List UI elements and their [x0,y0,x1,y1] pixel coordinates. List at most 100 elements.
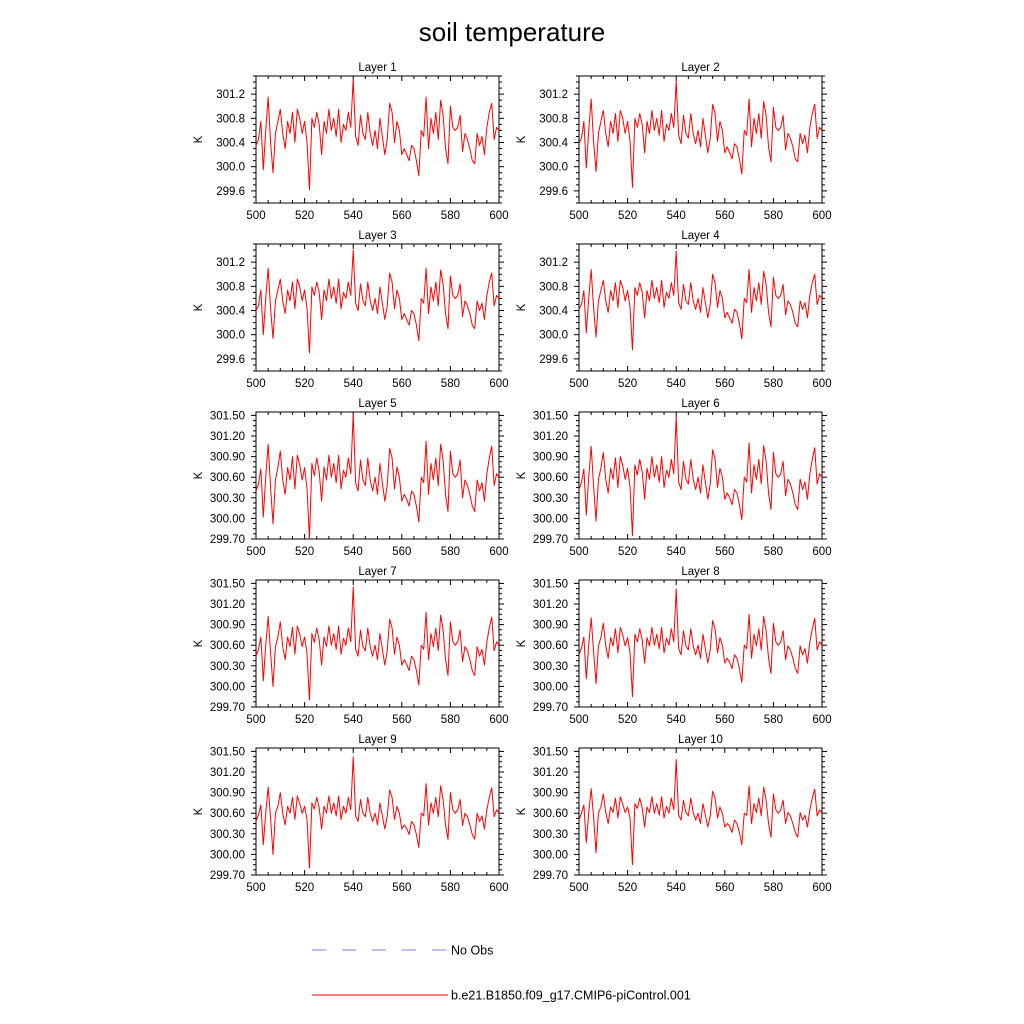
y-tick-label: 300.90 [533,452,568,464]
x-tick-label: 520 [618,210,637,222]
y-axis-label: K [193,135,205,143]
panel-title: Layer 10 [678,734,723,746]
y-tick-label: 301.50 [210,410,245,422]
y-tick-label: 300.00 [533,513,568,525]
y-axis-label: K [193,471,205,479]
y-tick-label: 299.70 [210,534,245,546]
series-line [578,80,823,188]
y-axis-label: K [516,471,528,479]
y-tick-label: 301.50 [533,578,568,590]
x-tick-label: 500 [569,714,588,726]
y-tick-label: 300.00 [210,681,245,693]
x-tick-label: 580 [441,378,460,390]
x-tick-label: 580 [441,210,460,222]
y-tick-label: 300.90 [210,788,245,800]
y-tick-label: 300.30 [210,829,245,841]
y-tick-label: 301.20 [533,599,568,611]
x-tick-label: 560 [392,378,411,390]
y-tick-label: 300.90 [210,620,245,632]
y-tick-label: 300.00 [210,849,245,861]
x-tick-label: 580 [764,882,783,894]
y-axis-label: K [516,135,528,143]
y-tick-label: 301.20 [210,599,245,611]
x-tick-label: 500 [569,378,588,390]
y-tick-label: 301.50 [533,746,568,758]
panel-title: Layer 6 [681,398,719,410]
x-tick-label: 560 [715,882,734,894]
y-tick-label: 299.70 [533,534,568,546]
series-line [578,416,823,537]
plot-frame [578,579,823,708]
y-tick-label: 300.4 [539,138,568,150]
x-tick-label: 600 [489,546,508,558]
y-axis-label: K [193,807,205,815]
x-tick-label: 540 [667,210,686,222]
y-tick-label: 300.0 [539,330,568,342]
y-tick-label: 300.00 [533,681,568,693]
panel-layer-3: Layer 3 K 500 520 540 560 580 600 299.6 300.0 300.… [193,230,509,390]
y-tick-label: 300.8 [216,281,245,293]
x-tick-label: 600 [812,378,831,390]
y-tick-label: 300.30 [533,661,568,673]
y-tick-label: 299.6 [216,354,245,366]
x-tick-label: 540 [344,378,363,390]
x-tick-label: 520 [618,378,637,390]
x-tick-label: 520 [618,714,637,726]
plot-frame [255,75,500,204]
x-tick-label: 520 [618,882,637,894]
x-tick-label: 520 [295,210,314,222]
panel-layer-6: Layer 6 K 500 520 540 560 580 600 299.70 300.00 30… [516,398,832,558]
legend: No Obs b.e21.B1850.f09_g17.CMIP6-piContr… [312,944,691,1003]
series-line [255,586,500,701]
legend-model-label: b.e21.B1850.f09_g17.CMIP6-piControl.001 [451,989,691,1003]
panel-layer-10: Layer 10 K 500 520 540 560 580 600 299.70 300.00 3… [516,734,832,894]
y-tick-label: 300.60 [533,640,568,652]
y-tick-label: 300.4 [216,138,245,150]
legend-no-obs-label: No Obs [451,944,493,958]
x-tick-label: 520 [295,546,314,558]
panel-title: Layer 4 [681,230,720,242]
x-tick-label: 560 [715,714,734,726]
y-tick-label: 300.60 [533,808,568,820]
panel-layer-4: Layer 4 K 500 520 540 560 580 600 299.6 300.0 300.… [516,230,832,390]
panel-layer-1: Layer 1 K 500 520 540 560 580 600 299.6 300.0 300.… [193,62,509,222]
y-tick-label: 301.20 [210,767,245,779]
panel-layer-5: Layer 5 K 500 520 540 560 580 600 299.70 300.00 30… [193,398,509,558]
y-tick-label: 300.90 [533,620,568,632]
x-tick-label: 500 [569,882,588,894]
y-tick-label: 300.90 [210,452,245,464]
y-tick-label: 300.60 [210,472,245,484]
y-tick-label: 301.50 [533,410,568,422]
x-tick-label: 580 [441,546,460,558]
y-tick-label: 300.0 [216,330,245,342]
x-tick-label: 560 [392,714,411,726]
y-tick-label: 300.30 [210,493,245,505]
panels: Layer 1 K 500 520 540 560 580 600 299.6 300.0 300.… [193,62,832,894]
x-tick-label: 560 [392,210,411,222]
y-tick-label: 300.60 [210,808,245,820]
plot-frame [255,411,500,540]
series-line [255,78,500,191]
y-tick-label: 300.4 [216,306,245,318]
x-tick-label: 500 [246,714,265,726]
y-tick-label: 301.2 [216,257,245,269]
panel-title: Layer 2 [681,62,719,74]
y-tick-label: 301.2 [539,89,568,101]
plot-frame [578,75,823,204]
x-tick-label: 580 [764,546,783,558]
x-tick-label: 580 [764,210,783,222]
y-tick-label: 299.6 [216,186,245,198]
y-tick-label: 299.70 [210,702,245,714]
y-tick-label: 300.0 [216,162,245,174]
y-tick-label: 300.00 [533,849,568,861]
y-axis-label: K [516,639,528,647]
series-line [255,249,500,354]
x-tick-label: 500 [246,210,265,222]
panel-layer-7: Layer 7 K 500 520 540 560 580 600 299.70 300.00 30… [193,566,509,726]
x-tick-label: 600 [489,210,508,222]
y-tick-label: 301.20 [533,767,568,779]
panel-title: Layer 9 [358,734,396,746]
y-tick-label: 300.4 [539,306,568,318]
x-tick-label: 540 [667,714,686,726]
y-tick-label: 301.20 [533,431,568,443]
